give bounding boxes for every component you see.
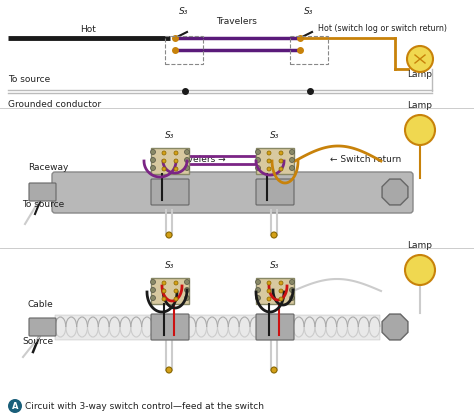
Circle shape — [162, 167, 166, 171]
Circle shape — [255, 279, 261, 285]
Circle shape — [184, 149, 190, 154]
Circle shape — [162, 159, 166, 163]
FancyBboxPatch shape — [55, 315, 380, 340]
Circle shape — [267, 167, 271, 171]
Circle shape — [279, 297, 283, 301]
Circle shape — [267, 297, 271, 301]
Circle shape — [184, 166, 190, 171]
Text: S₃: S₃ — [165, 131, 175, 140]
FancyBboxPatch shape — [256, 148, 294, 174]
Text: Lamp: Lamp — [408, 70, 432, 79]
FancyBboxPatch shape — [29, 318, 56, 336]
Circle shape — [166, 367, 172, 373]
Text: Hot (switch log or switch return): Hot (switch log or switch return) — [318, 24, 447, 33]
Circle shape — [184, 295, 190, 300]
Circle shape — [267, 159, 271, 163]
Text: S₃: S₃ — [165, 261, 175, 270]
FancyBboxPatch shape — [256, 179, 294, 205]
Circle shape — [184, 158, 190, 163]
Circle shape — [162, 297, 166, 301]
Circle shape — [151, 166, 155, 171]
Circle shape — [151, 158, 155, 163]
FancyBboxPatch shape — [151, 148, 189, 174]
Bar — [165, 36, 203, 64]
Circle shape — [174, 281, 178, 285]
Circle shape — [279, 281, 283, 285]
Text: ← Switch return: ← Switch return — [330, 156, 401, 164]
Circle shape — [407, 46, 433, 72]
Text: Source: Source — [22, 337, 53, 346]
Text: To source: To source — [8, 75, 50, 84]
Text: S₃: S₃ — [179, 7, 189, 16]
Circle shape — [184, 288, 190, 293]
Circle shape — [255, 149, 261, 154]
Text: Circuit with 3-way switch control—feed at the switch: Circuit with 3-way switch control—feed a… — [25, 401, 264, 410]
Circle shape — [290, 295, 294, 300]
Circle shape — [151, 279, 155, 285]
Circle shape — [174, 151, 178, 155]
Circle shape — [174, 167, 178, 171]
Circle shape — [174, 289, 178, 293]
Text: S₃: S₃ — [270, 131, 280, 140]
Text: S₃: S₃ — [270, 261, 280, 270]
Bar — [290, 36, 328, 64]
FancyBboxPatch shape — [52, 172, 413, 213]
Circle shape — [162, 289, 166, 293]
Text: Grounded conductor: Grounded conductor — [8, 100, 101, 109]
Circle shape — [255, 166, 261, 171]
Circle shape — [279, 289, 283, 293]
Text: Hot: Hot — [80, 25, 96, 34]
Circle shape — [151, 288, 155, 293]
Circle shape — [290, 158, 294, 163]
FancyBboxPatch shape — [151, 278, 189, 304]
Text: Travelers: Travelers — [217, 17, 257, 26]
Circle shape — [405, 115, 435, 145]
Text: To source: To source — [22, 200, 64, 209]
Circle shape — [162, 151, 166, 155]
Circle shape — [271, 367, 277, 373]
Circle shape — [279, 159, 283, 163]
Circle shape — [267, 289, 271, 293]
Circle shape — [290, 279, 294, 285]
Circle shape — [151, 149, 155, 154]
Circle shape — [290, 149, 294, 154]
Circle shape — [174, 297, 178, 301]
FancyBboxPatch shape — [151, 179, 189, 205]
Circle shape — [151, 295, 155, 300]
Text: Lamp: Lamp — [408, 241, 432, 250]
Polygon shape — [382, 179, 408, 205]
Circle shape — [279, 151, 283, 155]
FancyBboxPatch shape — [151, 314, 189, 340]
Circle shape — [255, 288, 261, 293]
Circle shape — [255, 295, 261, 300]
Circle shape — [290, 288, 294, 293]
Circle shape — [162, 281, 166, 285]
Circle shape — [8, 399, 22, 413]
Circle shape — [255, 158, 261, 163]
Circle shape — [166, 232, 172, 238]
Circle shape — [271, 232, 277, 238]
Text: Raceway: Raceway — [28, 163, 68, 172]
FancyBboxPatch shape — [256, 314, 294, 340]
Circle shape — [267, 151, 271, 155]
Circle shape — [267, 281, 271, 285]
Text: Lamp: Lamp — [408, 101, 432, 110]
Text: A: A — [12, 401, 18, 410]
FancyBboxPatch shape — [29, 183, 56, 201]
FancyBboxPatch shape — [256, 278, 294, 304]
Circle shape — [184, 279, 190, 285]
Polygon shape — [382, 314, 408, 340]
Text: S₃: S₃ — [304, 7, 314, 16]
Circle shape — [174, 159, 178, 163]
Text: ← Travelers →: ← Travelers → — [164, 156, 226, 164]
Circle shape — [290, 166, 294, 171]
Text: Cable: Cable — [28, 300, 54, 309]
Circle shape — [279, 167, 283, 171]
Circle shape — [405, 255, 435, 285]
